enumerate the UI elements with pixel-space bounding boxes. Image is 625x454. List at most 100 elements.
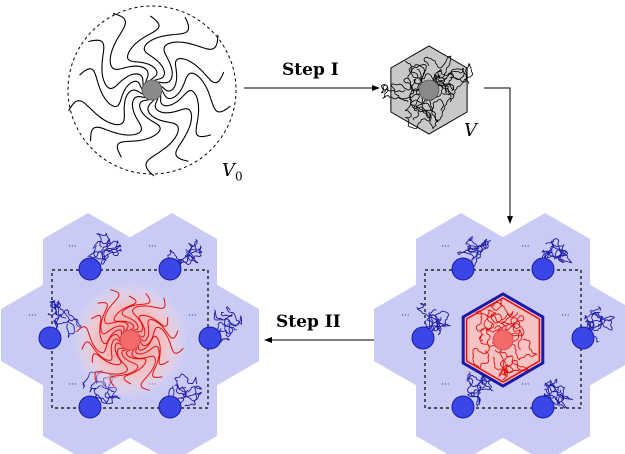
ellipsis-mark: ··· — [28, 311, 37, 321]
blue-star-core — [571, 326, 595, 350]
blue-arm — [545, 384, 568, 399]
red-arm — [94, 347, 129, 383]
polymer-arm — [159, 90, 212, 138]
arrow-step2 — [264, 337, 376, 343]
red-arm — [137, 326, 184, 354]
polymer-arm — [143, 16, 190, 83]
red-arm — [492, 349, 514, 378]
ellipsis-mark: ··· — [441, 242, 450, 252]
blue-arm — [548, 389, 565, 405]
blue-arm — [213, 309, 240, 327]
compressed-star-polymer — [380, 45, 474, 135]
blue-arm — [92, 232, 110, 249]
blue-star-core — [451, 257, 475, 281]
polymer-arm — [79, 68, 145, 108]
polymer-arm — [90, 96, 150, 142]
red-arm — [501, 357, 531, 377]
blue-star-core — [78, 257, 102, 281]
red-arm — [135, 319, 179, 342]
red-arm — [472, 329, 491, 370]
red-arm — [135, 342, 163, 378]
blue-arm — [430, 317, 451, 332]
blue-star-core — [158, 257, 182, 281]
blue-star-core — [531, 395, 555, 419]
polymer-arm — [154, 34, 219, 84]
blue-arm — [54, 306, 66, 329]
lattice-after-step1: ··· ··· ··· ··· ··· ··· — [374, 213, 625, 454]
blue-arm — [543, 244, 566, 261]
red-arm — [97, 302, 125, 338]
polymer-arm — [68, 89, 147, 126]
step2-label: Step II — [276, 312, 341, 332]
compressed-arm — [405, 55, 452, 85]
red-star-core — [119, 329, 141, 351]
red-arm — [104, 289, 129, 336]
blue-arm — [101, 239, 120, 259]
lattice-after-step2: ·················· — [1, 213, 259, 454]
red-arm — [121, 293, 151, 333]
red-arm — [137, 335, 169, 366]
polymer-arm — [157, 58, 225, 92]
blue-star-core — [531, 257, 555, 281]
polymer-arm — [109, 12, 149, 86]
blue-arm — [93, 248, 122, 260]
compressed-arm — [404, 99, 432, 130]
red-arm — [475, 309, 497, 332]
blue-arm — [543, 393, 567, 409]
red-arm — [131, 344, 156, 391]
blue-arm — [221, 311, 233, 338]
blue-arm — [466, 389, 481, 405]
blue-arm — [424, 310, 450, 331]
ellipsis-mark: ··· — [188, 311, 197, 321]
red-arm — [131, 297, 166, 333]
v-label: V — [464, 120, 477, 141]
ellipsis-mark: ··· — [441, 380, 450, 390]
blue-arm — [94, 392, 121, 404]
blue-arm — [546, 251, 573, 264]
ellipsis-mark: ··· — [521, 380, 530, 390]
blue-arm — [476, 382, 494, 407]
blue-star-core — [198, 326, 222, 350]
blue-arm — [478, 373, 492, 392]
blue-arm — [540, 249, 568, 261]
blue-arm — [456, 245, 484, 260]
free-star-polymer — [67, 5, 237, 177]
red-arm — [501, 310, 525, 332]
polymer-arm — [145, 96, 179, 177]
compressed-arm — [403, 63, 427, 102]
red-arm — [123, 346, 147, 385]
red-arm — [91, 342, 127, 366]
arrow-step1 — [244, 85, 380, 91]
blue-arm — [593, 311, 613, 331]
red-arm — [487, 299, 509, 324]
ellipsis-mark: ··· — [68, 380, 77, 390]
ellipsis-mark: ··· — [68, 242, 77, 252]
blue-star-core — [451, 395, 475, 419]
blue-arm — [184, 385, 202, 407]
blue-star-core — [38, 326, 62, 350]
polymer-arm — [154, 94, 193, 162]
red-arm — [81, 338, 125, 361]
blue-arm — [466, 371, 482, 394]
blue-arm — [47, 301, 63, 317]
blue-arm — [589, 305, 616, 322]
polymer-arm — [126, 15, 160, 84]
red-arm — [133, 314, 169, 338]
compressed-arm — [380, 84, 430, 100]
compressed-arm — [419, 69, 455, 94]
ellipsis-mark: ··· — [521, 242, 530, 252]
blue-arm — [428, 309, 442, 335]
star-core — [141, 79, 163, 101]
blue-arm — [225, 306, 243, 327]
blue-star-core — [158, 395, 182, 419]
red-arm — [109, 347, 139, 387]
blue-star-core — [411, 326, 435, 350]
polymer-arm — [159, 72, 231, 113]
red-arm — [113, 295, 137, 334]
arrow-down — [484, 87, 513, 224]
step1-label: Step I — [282, 60, 339, 80]
volume-v0-boundary — [67, 5, 237, 175]
polymer-arms — [68, 12, 231, 177]
polymer-arm — [116, 97, 161, 158]
